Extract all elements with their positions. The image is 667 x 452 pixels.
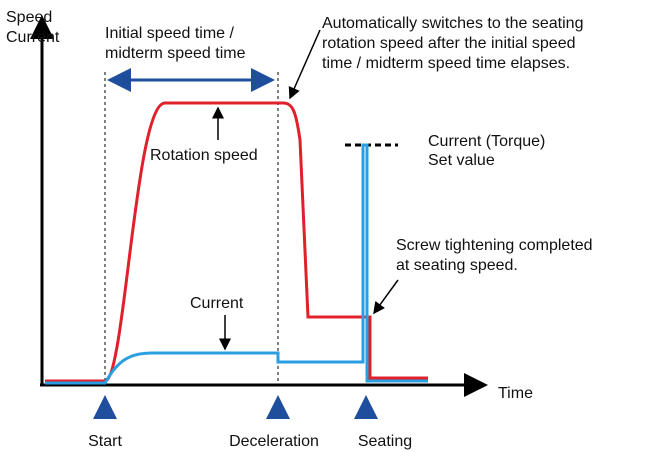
annotation: at seating speed. [396, 257, 518, 274]
annotation: Set value [428, 152, 495, 169]
speed-curve [45, 101, 428, 383]
annotation: Rotation speed [150, 147, 258, 164]
current-curve [45, 143, 428, 385]
event-label: Start [88, 433, 122, 450]
annotation: Automatically switches to the seating [322, 15, 583, 32]
pointer [373, 279, 399, 315]
annotation: midterm speed time [105, 45, 246, 62]
annotation: Current (Torque) [428, 133, 545, 150]
x-label: Time [498, 385, 533, 402]
y-label: Speed [6, 9, 52, 26]
event-label: Seating [358, 433, 412, 450]
annotation: rotation speed after the initial speed [322, 35, 576, 52]
annotation: Screw tightening completed [396, 237, 593, 254]
event-label: Deceleration [229, 433, 319, 450]
annotation: time / midterm speed time elapses. [322, 55, 570, 72]
pointer [288, 29, 321, 100]
annotation: Current [190, 295, 244, 312]
y-label: Current [6, 29, 60, 46]
annotation: Initial speed time / [105, 25, 235, 42]
